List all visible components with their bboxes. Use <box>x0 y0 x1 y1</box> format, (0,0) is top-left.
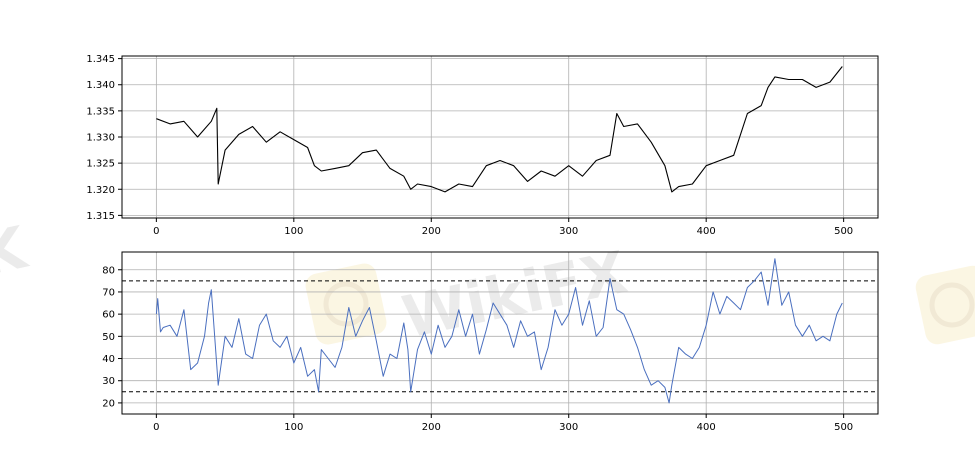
y-tick-label: 1.345 <box>86 54 115 65</box>
x-tick-label: 500 <box>834 422 853 433</box>
watermark-badge-center <box>305 263 387 345</box>
x-tick-label: 200 <box>422 422 441 433</box>
series-line <box>156 66 843 193</box>
y-tick-label: 60 <box>102 310 115 321</box>
y-tick-label: 1.315 <box>86 211 115 222</box>
x-tick-label: 300 <box>559 226 578 237</box>
watermark-badge-right <box>915 265 975 345</box>
rsi-chart-panel: 0 100 200 300 400 500 20 30 40 50 60 70 80 <box>102 251 879 433</box>
y-tick-label: 20 <box>102 398 115 409</box>
x-tick-label: 500 <box>834 226 853 237</box>
y-tick-label: 30 <box>102 376 115 387</box>
y-tick-label: 70 <box>102 287 115 298</box>
x-tick-label: 400 <box>697 226 716 237</box>
y-tick-label: 1.335 <box>86 106 115 117</box>
x-tick-label: 0 <box>153 422 159 433</box>
x-tick-label: 400 <box>697 422 716 433</box>
y-tick-label: 80 <box>102 265 115 276</box>
y-tick-label: 1.325 <box>86 159 115 170</box>
x-tick-label: 200 <box>422 226 441 237</box>
watermark: WikiFX K <box>0 213 975 352</box>
x-tick-label: 300 <box>559 422 578 433</box>
price-chart-panel: 0 100 200 300 400 500 1.315 1.320 1.325 1.330 1.33… <box>86 54 879 237</box>
watermark-text-left: K <box>0 213 34 289</box>
x-tick-label: 100 <box>284 422 303 433</box>
y-tick-label: 1.320 <box>86 185 115 196</box>
series-line <box>155 258 843 404</box>
y-tick-label: 50 <box>102 332 115 343</box>
x-tick-label: 0 <box>153 226 159 237</box>
x-tick-label: 100 <box>284 226 303 237</box>
y-tick-label: 40 <box>102 354 115 365</box>
y-tick-label: 1.330 <box>86 133 115 144</box>
axes-frame <box>121 251 879 415</box>
y-tick-label: 1.340 <box>86 80 115 91</box>
